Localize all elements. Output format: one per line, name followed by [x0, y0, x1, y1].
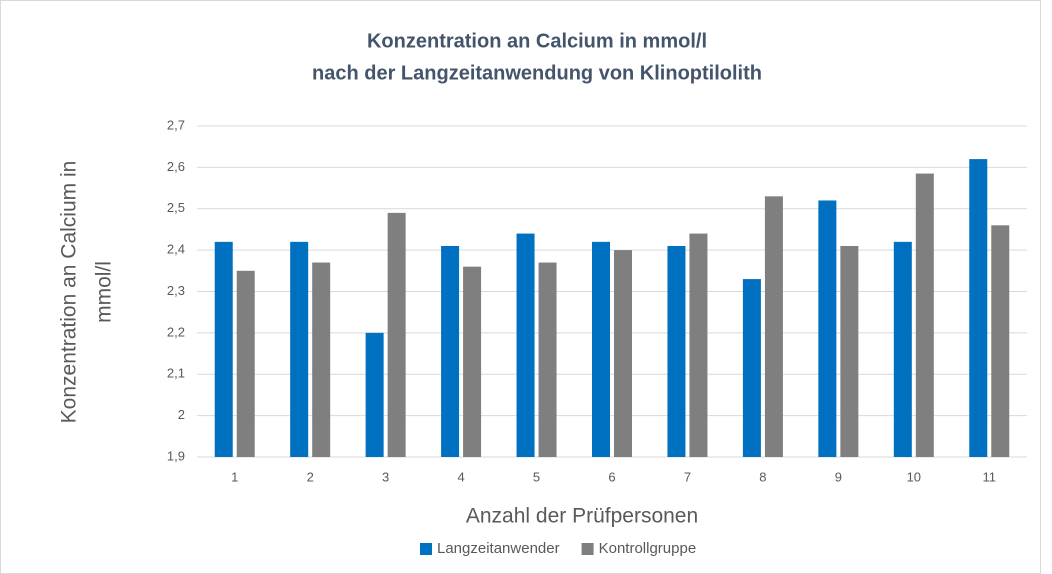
y-tick-label: 2,6: [167, 159, 185, 174]
x-axis-label: Anzahl der Prüfpersonen: [466, 505, 698, 528]
y-axis-label-line: Konzentration an Calcium in: [58, 161, 81, 424]
x-tick-label: 7: [684, 469, 691, 484]
bar: [614, 250, 632, 457]
bar: [365, 332, 384, 457]
y-tick-label: 1,9: [167, 448, 185, 463]
x-tick-label: 11: [983, 469, 997, 484]
bar: [516, 233, 535, 457]
bar: [667, 245, 686, 457]
y-tick-label: 2,7: [167, 117, 185, 132]
bar: [312, 262, 331, 457]
bar: [742, 279, 761, 457]
bar: [290, 241, 309, 457]
x-tick-label: 3: [382, 469, 389, 484]
bar: [236, 270, 255, 457]
x-tick-label: 6: [608, 469, 615, 484]
legend-swatch: [420, 543, 432, 555]
y-tick-label: 2: [178, 407, 185, 422]
bar: [840, 245, 859, 457]
x-tick-label: 8: [759, 469, 766, 484]
bar: [915, 173, 934, 458]
bar: [214, 241, 233, 457]
chart-title: Konzentration an Calcium in mmol/l: [367, 30, 707, 52]
chart-title: nach der Langzeitanwendung von Klinoptil…: [312, 62, 762, 84]
legend-swatch: [581, 543, 594, 555]
bar: [592, 241, 610, 457]
x-tick-label: 10: [907, 469, 921, 484]
bar: [387, 212, 406, 457]
bar: [463, 266, 482, 457]
y-axis-label-line: mmol/l: [93, 261, 116, 323]
legend-label: Langzeitanwender: [437, 540, 560, 557]
bar: [969, 159, 988, 457]
y-tick-label: 2,4: [167, 242, 185, 257]
x-tick-label: 5: [533, 469, 540, 484]
bar: [764, 196, 783, 457]
x-tick-label: 9: [835, 469, 842, 484]
bar: [441, 245, 460, 457]
y-tick-label: 2,5: [167, 200, 185, 215]
bar: [991, 225, 1010, 457]
y-tick-label: 2,1: [167, 366, 185, 381]
y-tick-label: 2,2: [167, 324, 185, 339]
bar: [818, 200, 837, 457]
bar: [538, 262, 557, 457]
legend-label: Kontrollgruppe: [599, 540, 697, 557]
y-axis-label: Konzentration an Calcium in mmol/l: [58, 161, 116, 424]
x-tick-label: 4: [457, 469, 464, 484]
bar: [689, 233, 708, 457]
x-tick-label: 2: [307, 469, 314, 484]
bar: [893, 241, 912, 457]
y-tick-label: 2,3: [167, 283, 185, 298]
x-tick-label: 1: [231, 469, 238, 484]
